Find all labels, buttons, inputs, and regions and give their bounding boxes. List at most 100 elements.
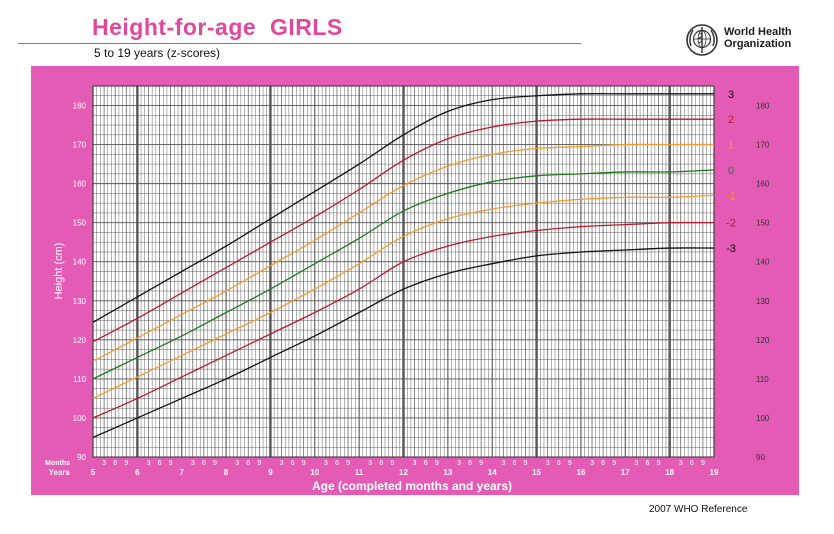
x-tick-label-year: 18 (665, 468, 674, 477)
series-label-z2: 2 (728, 114, 734, 126)
y-tick-label-right: 160 (756, 180, 770, 189)
x-tick-label-year: 13 (443, 468, 452, 477)
months-row-label: Months (45, 460, 70, 467)
y-tick-label-left: 110 (73, 375, 86, 384)
x-tick-label-month: 9 (524, 460, 528, 467)
x-tick-label-month: 6 (557, 460, 561, 467)
x-tick-label-month: 3 (679, 460, 683, 467)
x-tick-label-year: 5 (91, 468, 96, 477)
x-tick-label-month: 9 (124, 460, 128, 467)
y-tick-label-right: 150 (756, 219, 770, 228)
x-tick-label-year: 19 (710, 468, 719, 477)
org-name-line1: World Health (724, 26, 792, 38)
y-tick-label-left: 90 (77, 453, 86, 462)
who-emblem-icon (686, 24, 718, 56)
y-tick-label-right: 170 (756, 141, 770, 150)
y-axis-label: Height (cm) (53, 243, 65, 300)
x-tick-label-month: 3 (102, 460, 106, 467)
x-tick-label-month: 9 (390, 460, 394, 467)
x-tick-label-month: 6 (379, 460, 383, 467)
series-line-zneg1 (92, 194, 715, 400)
x-tick-label-month: 6 (113, 460, 117, 467)
y-tick-label-left: 160 (73, 180, 87, 189)
x-tick-label-month: 9 (302, 460, 306, 467)
x-tick-label-month: 3 (501, 460, 505, 467)
x-tick-label-year: 8 (224, 468, 229, 477)
x-tick-label-year: 14 (488, 468, 497, 477)
x-tick-label-month: 9 (612, 460, 616, 467)
x-tick-label-month: 6 (424, 460, 428, 467)
x-tick-label-month: 3 (368, 460, 372, 467)
chart-title: Height-for-age GIRLS (92, 14, 343, 40)
series-line-z3 (92, 93, 714, 323)
y-tick-label-right: 130 (756, 297, 770, 306)
series-line-zneg2 (92, 221, 715, 419)
y-tick-label-right: 100 (756, 414, 770, 423)
x-tick-label-year: 15 (532, 468, 541, 477)
y-tick-label-left: 150 (73, 219, 87, 228)
title-underline (18, 43, 581, 44)
y-tick-label-right: 140 (756, 258, 770, 267)
x-tick-label-month: 9 (257, 460, 261, 467)
x-tick-label-month: 9 (657, 460, 661, 467)
x-tick-label-month: 3 (146, 460, 150, 467)
y-tick-label-left: 140 (73, 258, 87, 267)
y-tick-label-left: 120 (73, 336, 87, 345)
y-tick-label-left: 100 (73, 414, 87, 423)
x-tick-label-year: 9 (268, 468, 273, 477)
series-labels: 3 2 1 0 -1 -2 -3 (726, 89, 736, 255)
series-label-z3: 3 (728, 89, 734, 101)
x-tick-label-month: 6 (246, 460, 250, 467)
org-name-line2: Organization (724, 38, 792, 50)
reference-note: 2007 WHO Reference (649, 504, 748, 515)
series-label-z0: 0 (728, 165, 734, 177)
x-tick-label-month: 6 (601, 460, 605, 467)
x-tick-label-month: 3 (235, 460, 239, 467)
series-lines (92, 93, 715, 439)
x-tick-label-month: 9 (435, 460, 439, 467)
y-tick-label-right: 110 (756, 375, 769, 384)
x-tick-label-month: 6 (512, 460, 516, 467)
x-tick-label-year: 6 (135, 468, 140, 477)
x-tick-label-month: 3 (457, 460, 461, 467)
x-tick-label-year: 17 (621, 468, 630, 477)
x-tick-label-year: 10 (310, 468, 319, 477)
series-line-z0 (92, 169, 715, 380)
y-tick-label-right: 90 (756, 453, 765, 462)
x-tick-label-month: 6 (335, 460, 339, 467)
plot-frame (92, 85, 715, 458)
series-line-z2 (92, 118, 714, 343)
x-tick-label-year: 7 (179, 468, 184, 477)
series-line-zneg3 (92, 247, 715, 439)
x-tick-label-month: 9 (213, 460, 217, 467)
x-tick-label-month: 3 (546, 460, 550, 467)
series-line-z1 (92, 143, 714, 362)
x-tick-label-month: 3 (634, 460, 638, 467)
series-label-zneg3: -3 (726, 243, 736, 255)
series-label-zneg1: -1 (726, 190, 736, 202)
x-tick-label-month: 9 (169, 460, 173, 467)
x-tick-label-month: 3 (413, 460, 417, 467)
x-tick-label-month: 6 (202, 460, 206, 467)
y-tick-label-left: 170 (73, 141, 87, 150)
x-tick-label-month: 6 (646, 460, 650, 467)
x-tick-label-month: 6 (690, 460, 694, 467)
x-tick-label-year: 16 (576, 468, 585, 477)
x-tick-label-month: 9 (346, 460, 350, 467)
chart-subtitle: 5 to 19 years (z-scores) (94, 46, 221, 60)
x-tick-label-month: 3 (191, 460, 195, 467)
x-tick-label-month: 6 (291, 460, 295, 467)
x-tick-label-year: 11 (355, 468, 364, 477)
x-tick-label-month: 9 (479, 460, 483, 467)
y-tick-labels: 9010011012013014015016017018090100110120… (73, 102, 770, 462)
y-tick-label-left: 180 (73, 102, 87, 111)
y-tick-label-right: 180 (756, 102, 770, 111)
x-tick-label-month: 3 (280, 460, 284, 467)
org-name: World Health Organization (724, 26, 824, 50)
series-label-z1: 1 (728, 140, 734, 152)
x-tick-label-month: 6 (158, 460, 162, 467)
x-tick-label-month: 3 (590, 460, 594, 467)
x-axis-label: Age (completed months and years) (312, 479, 512, 493)
